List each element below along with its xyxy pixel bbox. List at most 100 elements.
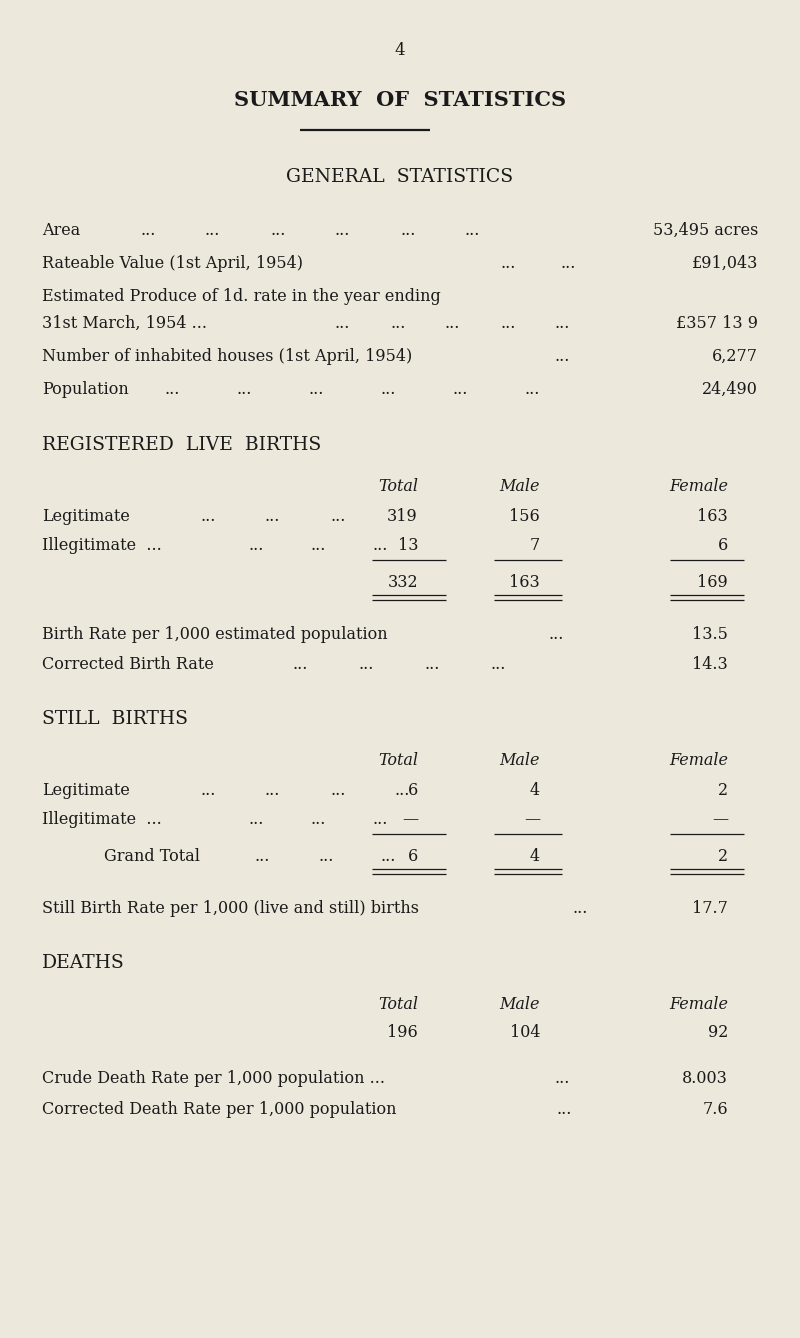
Text: ...: ... xyxy=(292,656,307,673)
Text: 163: 163 xyxy=(510,574,540,591)
Text: ...: ... xyxy=(381,848,396,864)
Text: ...: ... xyxy=(248,537,263,554)
Text: Female: Female xyxy=(669,995,728,1013)
Text: ...: ... xyxy=(390,314,406,332)
Text: 13.5: 13.5 xyxy=(692,626,728,644)
Text: ...: ... xyxy=(381,381,396,397)
Text: Number of inhabited houses (1st April, 1954): Number of inhabited houses (1st April, 1… xyxy=(42,348,412,365)
Text: Birth Rate per 1,000 estimated population: Birth Rate per 1,000 estimated populatio… xyxy=(42,626,388,644)
Text: ...: ... xyxy=(424,656,439,673)
Text: ...: ... xyxy=(358,656,374,673)
Text: ...: ... xyxy=(265,508,280,524)
Text: 4: 4 xyxy=(394,41,406,59)
Text: ...: ... xyxy=(165,381,180,397)
Text: Male: Male xyxy=(499,478,540,495)
Text: 8.003: 8.003 xyxy=(682,1070,728,1086)
Text: 14.3: 14.3 xyxy=(692,656,728,673)
Text: ...: ... xyxy=(335,222,350,240)
Text: Female: Female xyxy=(669,478,728,495)
Text: ...: ... xyxy=(248,811,263,828)
Text: 6: 6 xyxy=(718,537,728,554)
Text: 163: 163 xyxy=(698,508,728,524)
Text: ...: ... xyxy=(572,900,587,917)
Text: 156: 156 xyxy=(510,508,540,524)
Text: ...: ... xyxy=(372,811,387,828)
Text: ...: ... xyxy=(270,222,286,240)
Text: STILL  BIRTHS: STILL BIRTHS xyxy=(42,710,188,728)
Text: 169: 169 xyxy=(698,574,728,591)
Text: ...: ... xyxy=(372,537,387,554)
Text: Total: Total xyxy=(378,478,418,495)
Text: 13: 13 xyxy=(398,537,418,554)
Text: 196: 196 xyxy=(387,1024,418,1041)
Text: Population: Population xyxy=(42,381,129,397)
Text: 332: 332 xyxy=(387,574,418,591)
Text: 6,277: 6,277 xyxy=(712,348,758,365)
Text: ...: ... xyxy=(500,256,515,272)
Text: ...: ... xyxy=(318,848,334,864)
Text: 53,495 acres: 53,495 acres xyxy=(653,222,758,240)
Text: ...: ... xyxy=(555,314,570,332)
Text: 24,490: 24,490 xyxy=(702,381,758,397)
Text: ...: ... xyxy=(265,781,280,799)
Text: GENERAL  STATISTICS: GENERAL STATISTICS xyxy=(286,169,514,186)
Text: 6: 6 xyxy=(408,848,418,864)
Text: Legitimate: Legitimate xyxy=(42,781,130,799)
Text: ...: ... xyxy=(200,508,215,524)
Text: ...: ... xyxy=(555,348,570,365)
Text: 92: 92 xyxy=(708,1024,728,1041)
Text: REGISTERED  LIVE  BIRTHS: REGISTERED LIVE BIRTHS xyxy=(42,436,322,454)
Text: —: — xyxy=(402,811,418,828)
Text: Male: Male xyxy=(499,752,540,769)
Text: —: — xyxy=(712,811,728,828)
Text: ...: ... xyxy=(140,222,155,240)
Text: ...: ... xyxy=(465,222,480,240)
Text: £91,043: £91,043 xyxy=(692,256,758,272)
Text: ...: ... xyxy=(330,508,346,524)
Text: ...: ... xyxy=(205,222,220,240)
Text: ...: ... xyxy=(237,381,252,397)
Text: DEATHS: DEATHS xyxy=(42,954,125,971)
Text: Area: Area xyxy=(42,222,80,240)
Text: Corrected Death Rate per 1,000 population: Corrected Death Rate per 1,000 populatio… xyxy=(42,1101,397,1119)
Text: ...: ... xyxy=(554,1070,570,1086)
Text: ...: ... xyxy=(453,381,468,397)
Text: ...: ... xyxy=(330,781,346,799)
Text: ...: ... xyxy=(525,381,540,397)
Text: Still Birth Rate per 1,000 (live and still) births: Still Birth Rate per 1,000 (live and sti… xyxy=(42,900,419,917)
Text: ...: ... xyxy=(400,222,415,240)
Text: Female: Female xyxy=(669,752,728,769)
Text: ...: ... xyxy=(490,656,506,673)
Text: 2: 2 xyxy=(718,781,728,799)
Text: 7.6: 7.6 xyxy=(702,1101,728,1119)
Text: 4: 4 xyxy=(530,848,540,864)
Text: 2: 2 xyxy=(718,848,728,864)
Text: 319: 319 xyxy=(387,508,418,524)
Text: Crude Death Rate per 1,000 population ...: Crude Death Rate per 1,000 population ..… xyxy=(42,1070,385,1086)
Text: ...: ... xyxy=(557,1101,572,1119)
Text: 17.7: 17.7 xyxy=(692,900,728,917)
Text: Male: Male xyxy=(499,995,540,1013)
Text: 6: 6 xyxy=(408,781,418,799)
Text: Estimated Produce of 1d. rate in the year ending: Estimated Produce of 1d. rate in the yea… xyxy=(42,288,441,305)
Text: ...: ... xyxy=(309,381,324,397)
Text: ...: ... xyxy=(445,314,460,332)
Text: Illegitimate  ...: Illegitimate ... xyxy=(42,811,162,828)
Text: ...: ... xyxy=(548,626,563,644)
Text: ...: ... xyxy=(255,848,270,864)
Text: ...: ... xyxy=(560,256,575,272)
Text: ...: ... xyxy=(200,781,215,799)
Text: £357 13 9: £357 13 9 xyxy=(676,314,758,332)
Text: Total: Total xyxy=(378,995,418,1013)
Text: ...: ... xyxy=(310,811,326,828)
Text: Illegitimate  ...: Illegitimate ... xyxy=(42,537,162,554)
Text: —: — xyxy=(524,811,540,828)
Text: ...: ... xyxy=(310,537,326,554)
Text: Legitimate: Legitimate xyxy=(42,508,130,524)
Text: 4: 4 xyxy=(530,781,540,799)
Text: ...: ... xyxy=(500,314,515,332)
Text: 104: 104 xyxy=(510,1024,540,1041)
Text: ...: ... xyxy=(335,314,350,332)
Text: Corrected Birth Rate: Corrected Birth Rate xyxy=(42,656,214,673)
Text: 7: 7 xyxy=(530,537,540,554)
